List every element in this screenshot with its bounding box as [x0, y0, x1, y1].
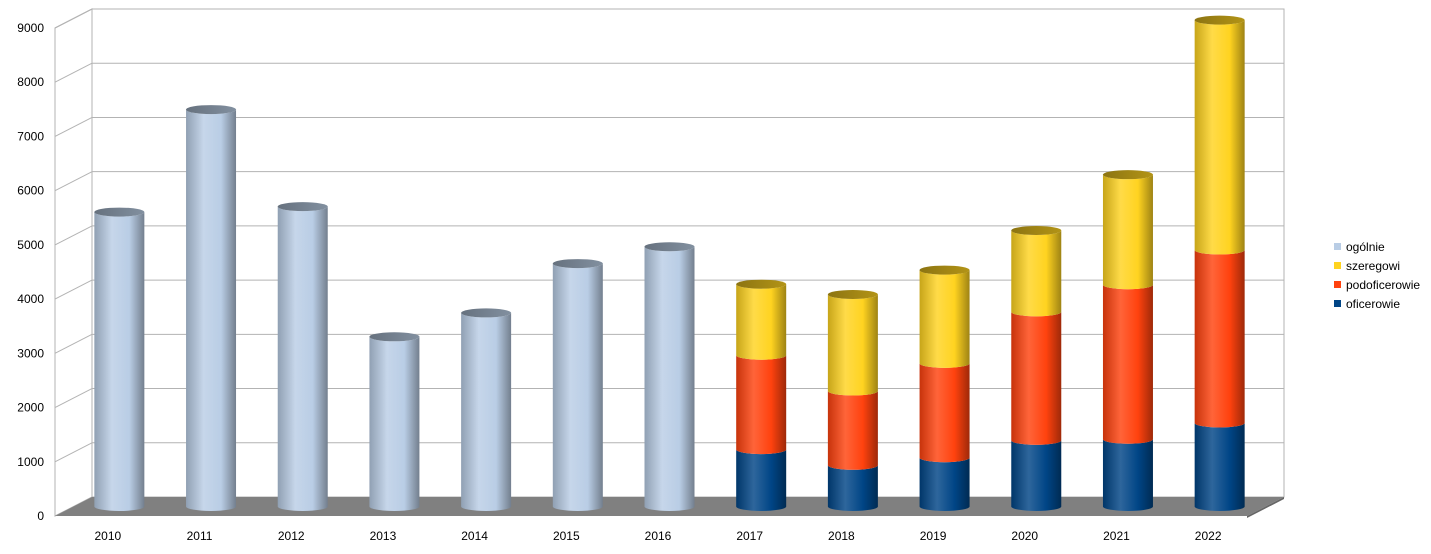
legend-label-oficerowie: oficerowie: [1346, 297, 1400, 311]
x-tick-label: 2016: [645, 529, 672, 543]
legend-label-szeregowi: szeregowi: [1346, 259, 1400, 273]
left-wall: [54, 8, 93, 517]
bar-cap-2020: [1011, 226, 1062, 236]
x-tick-label: 2010: [94, 529, 121, 543]
bar-cap-2014: [461, 308, 512, 318]
bar-podoficerowie-2021: [1102, 284, 1153, 444]
legend-swatch-szeregowi: [1334, 262, 1341, 269]
bar-cap-2018: [827, 289, 878, 299]
y-tick-label: 0: [37, 509, 44, 523]
y-tick-label: 9000: [17, 21, 44, 35]
legend-label-ogólnie: ogólnie: [1346, 240, 1385, 254]
gridline-side: [54, 8, 93, 29]
bar-cap-2016: [644, 242, 695, 252]
bar-oficerowie-2021: [1102, 439, 1153, 511]
bar-szeregowi-2020: [1011, 230, 1062, 317]
bar-ogólnie-2014: [461, 312, 512, 511]
bar-podoficerowie-2020: [1011, 311, 1062, 445]
bar-ogólnie-2016: [644, 246, 695, 511]
bars: [94, 15, 1245, 512]
bar-szeregowi-2019: [919, 270, 970, 368]
y-tick-label: 1000: [17, 455, 44, 469]
legend-swatch-podoficerowie: [1334, 281, 1341, 288]
y-tick-label: 4000: [17, 292, 44, 306]
y-tick-label: 8000: [17, 75, 44, 89]
bar-cap-2012: [277, 202, 328, 212]
legend-swatch-ogólnie: [1334, 243, 1341, 250]
x-tick-label: 2022: [1195, 529, 1222, 543]
floor-edge: [1247, 497, 1284, 518]
bar-cap-2021: [1102, 170, 1153, 180]
bar-ogólnie-2012: [277, 206, 328, 511]
y-tick-label: 5000: [17, 238, 44, 252]
bar-ogólnie-2010: [94, 212, 145, 511]
bar-oficerowie-2020: [1011, 440, 1062, 512]
x-axis: 2010 2011 2012 2013 2014 2015 2016 2017 2018 2019…: [94, 529, 1221, 543]
legend-swatch-oficerowie: [1334, 300, 1341, 307]
bar-oficerowie-2017: [736, 449, 787, 511]
bar-szeregowi-2022: [1194, 20, 1245, 255]
gridline-side: [54, 116, 93, 137]
y-axis: 0 1000 2000 3000 4000 5000 6000 7000 8000 9000: [17, 21, 44, 523]
gridline-side: [54, 442, 93, 463]
bar-cap-2015: [552, 259, 603, 269]
gridline-side: [54, 279, 93, 300]
bar-ogólnie-2013: [369, 336, 420, 511]
bar-podoficerowie-2017: [736, 355, 787, 455]
x-tick-label: 2017: [736, 529, 763, 543]
y-tick-label: 3000: [17, 346, 44, 360]
y-tick-label: 7000: [17, 129, 44, 143]
bar-oficerowie-2022: [1194, 422, 1245, 511]
bar-ogólnie-2011: [186, 109, 237, 512]
gridline-side: [54, 333, 93, 354]
bar-cap-2022: [1194, 15, 1245, 25]
x-tick-label: 2018: [828, 529, 855, 543]
y-tick-label: 6000: [17, 184, 44, 198]
bar-podoficerowie-2022: [1194, 250, 1245, 428]
x-tick-label: 2021: [1103, 529, 1130, 543]
bar-szeregowi-2021: [1102, 174, 1153, 290]
bar-szeregowi-2018: [827, 294, 878, 396]
bar-cap-2011: [186, 105, 237, 115]
x-tick-label: 2012: [278, 529, 305, 543]
bar-oficerowie-2019: [919, 457, 970, 511]
gridline-side: [54, 225, 93, 246]
bar-oficerowie-2018: [827, 465, 878, 511]
x-tick-label: 2015: [553, 529, 580, 543]
x-tick-label: 2019: [920, 529, 947, 543]
gridline-side: [54, 62, 93, 83]
bar-podoficerowie-2019: [919, 363, 970, 463]
bar-cap-2017: [736, 279, 787, 289]
x-tick-label: 2013: [370, 529, 397, 543]
bar-cap-2013: [369, 332, 420, 342]
x-tick-label: 2014: [461, 529, 488, 543]
bar-cap-2019: [919, 265, 970, 275]
bar-cap-2010: [94, 207, 145, 217]
x-tick-label: 2020: [1011, 529, 1038, 543]
bar-szeregowi-2017: [736, 284, 787, 360]
bar-podoficerowie-2018: [827, 391, 878, 470]
bar-ogólnie-2015: [552, 263, 603, 511]
y-tick-label: 2000: [17, 401, 44, 415]
gridline-side: [54, 388, 93, 409]
legend-label-podoficerowie: podoficerowie: [1346, 278, 1420, 292]
gridline-side: [54, 171, 93, 192]
legend: ogólnie szeregowi podoficerowie oficerowie: [1334, 240, 1420, 311]
x-tick-label: 2011: [187, 529, 213, 543]
